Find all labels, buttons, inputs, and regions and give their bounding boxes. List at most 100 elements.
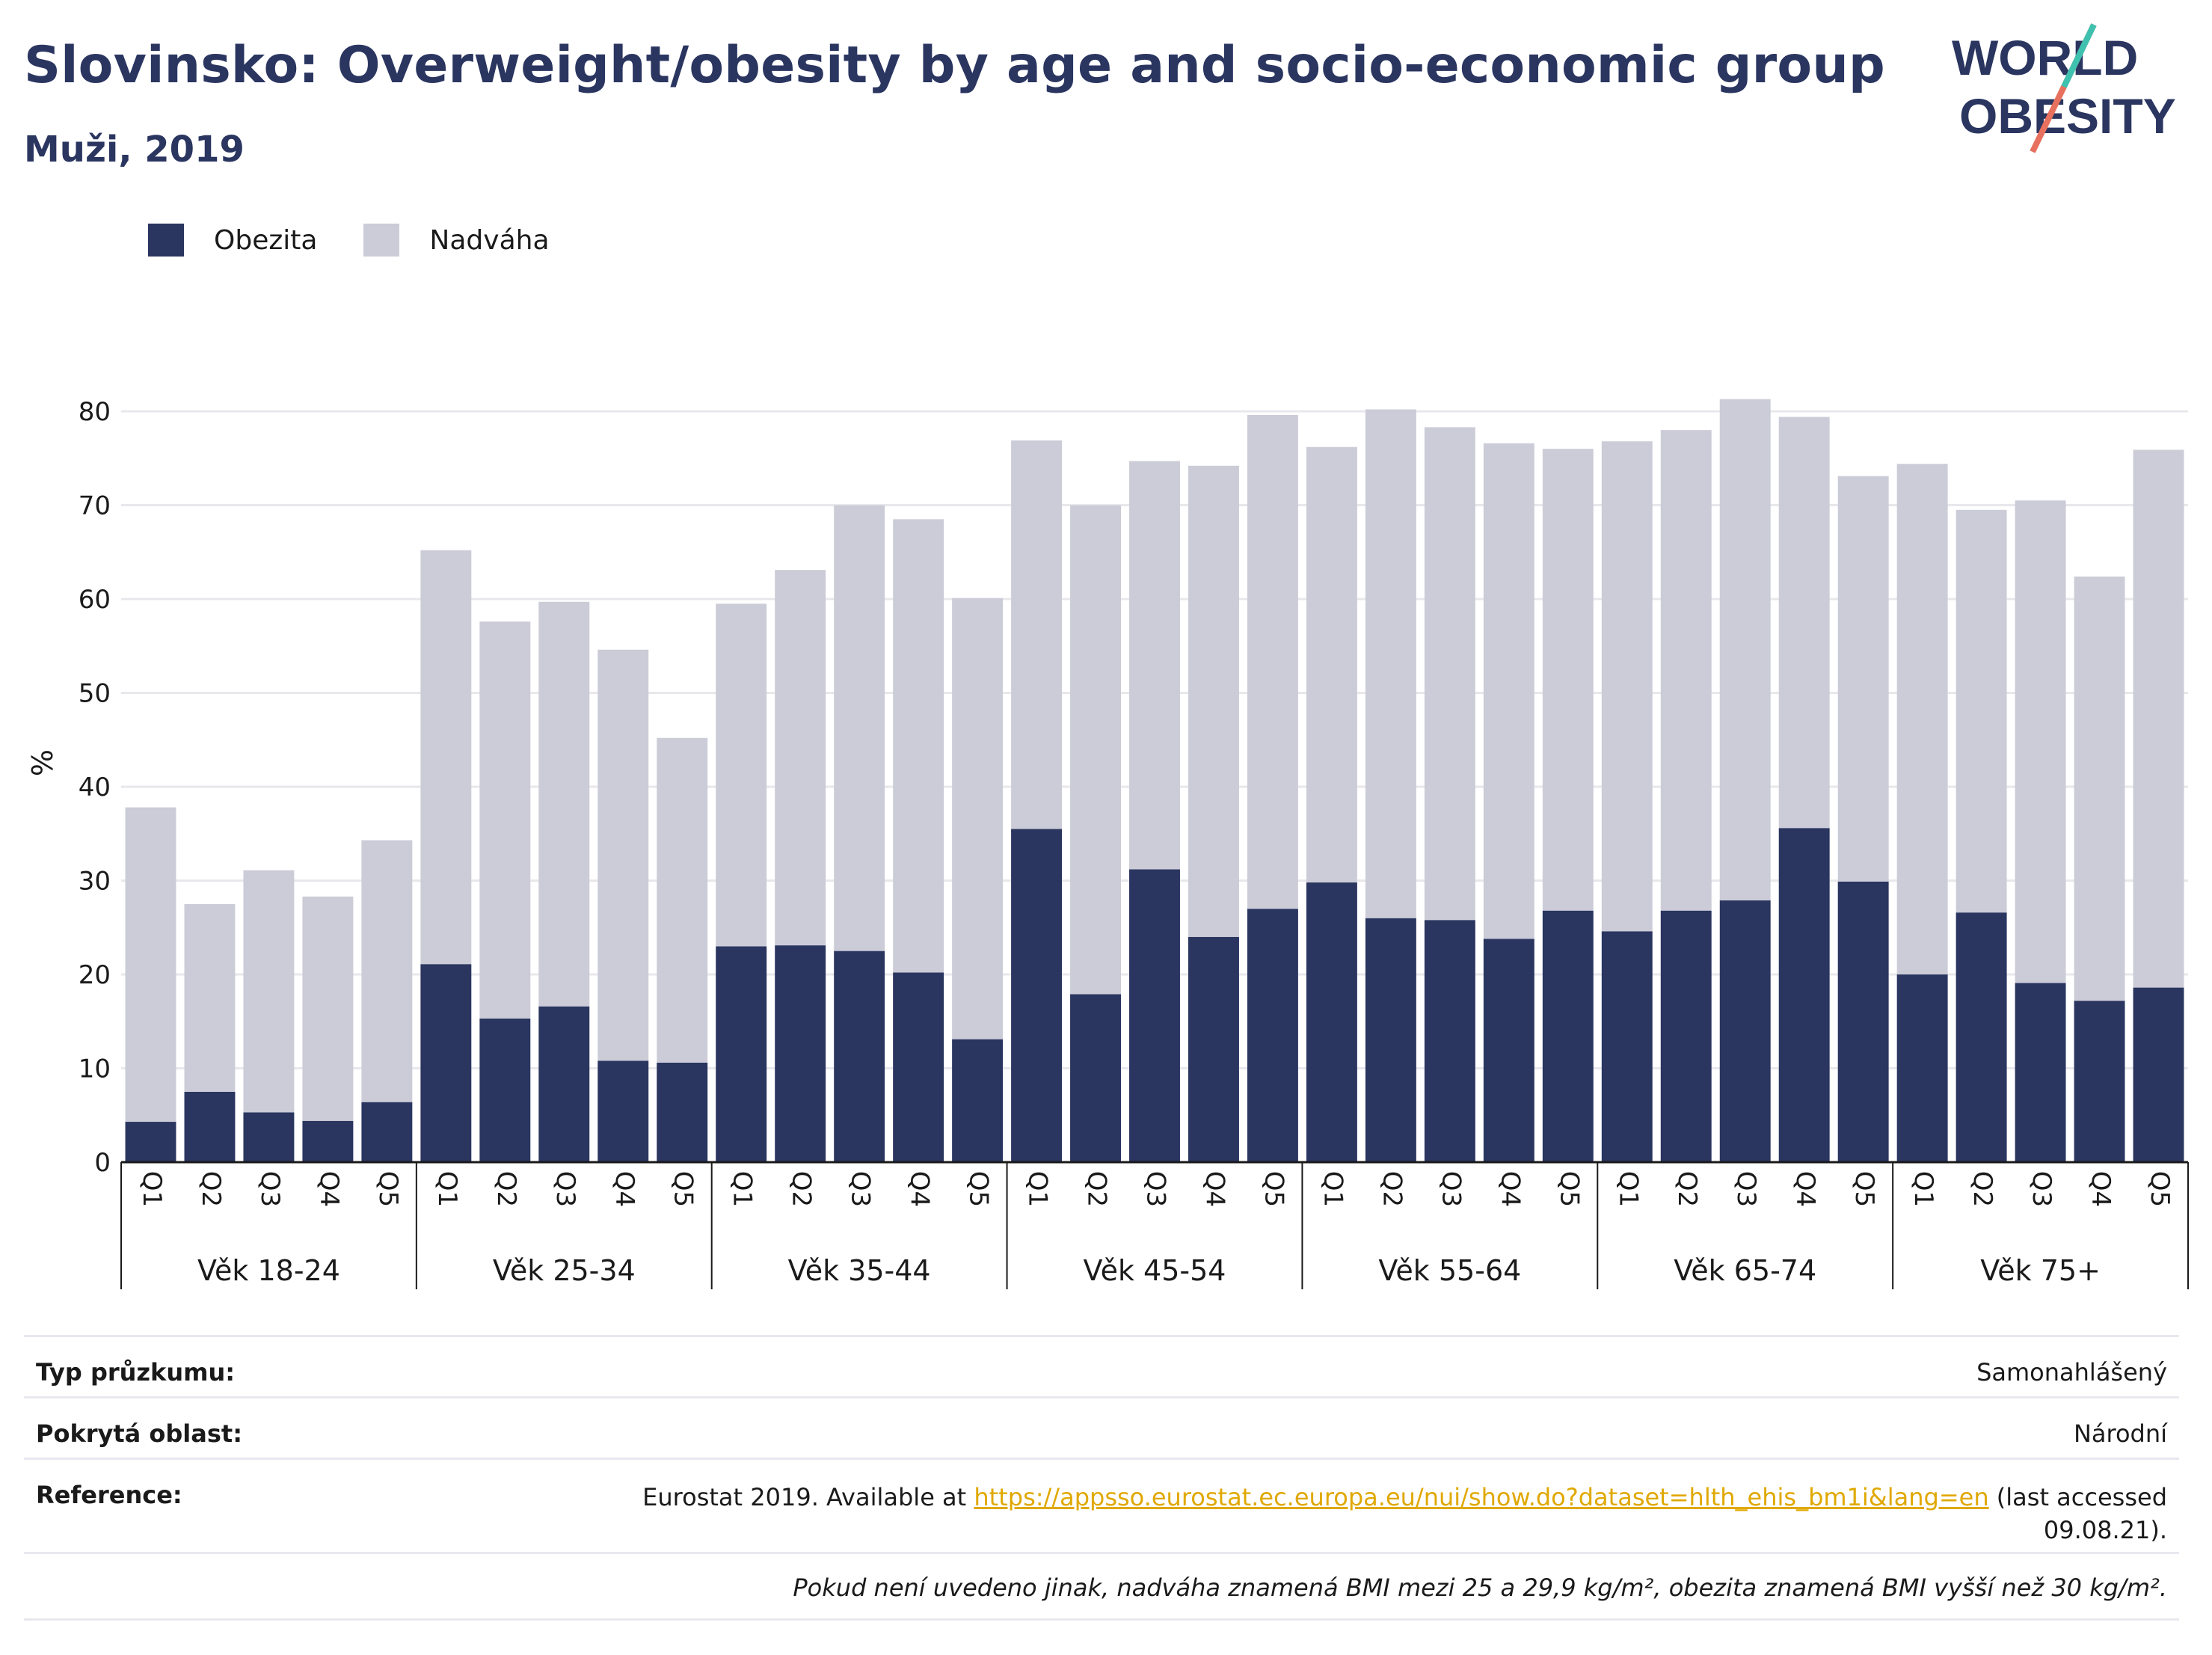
- bar-obezita: [1660, 910, 1712, 1162]
- bar-obezita: [1542, 910, 1594, 1162]
- y-tick-label: 10: [79, 1054, 111, 1084]
- y-tick-label: 50: [79, 679, 111, 709]
- bar-nadvaha: [243, 870, 295, 1113]
- reference-prefix: Eurostat 2019. Available at: [642, 1483, 974, 1511]
- bar-nadvaha: [1306, 446, 1357, 883]
- bar-obezita: [1424, 920, 1475, 1162]
- bar-nadvaha: [1011, 440, 1063, 829]
- bar-nadvaha: [1719, 399, 1771, 900]
- bar-obezita: [1306, 882, 1357, 1162]
- x-tick-label: Q5: [1259, 1171, 1288, 1207]
- logo-slash-teal: [2061, 23, 2097, 88]
- x-tick-label: Q1: [728, 1171, 758, 1207]
- legend-item-obezita: Obezita: [148, 224, 317, 257]
- bar-obezita: [952, 1039, 1004, 1162]
- legend-label-obezita: Obezita: [214, 224, 318, 256]
- stacked-bar-chart: 0 10 20 30 40 50 60 70 80% Q1 Q2 Q3 Q4 Q5 Věk 18-24 Q1 Q…: [26, 397, 2189, 1289]
- x-tick-label: Q1: [1908, 1171, 1938, 1207]
- bar-nadvaha: [1778, 417, 1830, 829]
- info-row-coverage: Pokrytá oblast: Národní: [24, 1396, 2179, 1460]
- bar-obezita: [1956, 912, 2007, 1162]
- logo-line-2: OBESITY: [1959, 88, 2176, 144]
- group-label: Věk 18-24: [197, 1254, 340, 1287]
- bar-nadvaha: [597, 649, 649, 1061]
- bar-obezita: [1483, 939, 1534, 1162]
- info-row-survey-type: Typ průzkumu: Samonahlášený: [24, 1335, 2179, 1398]
- bar-obezita: [302, 1120, 354, 1162]
- x-tick-label: Q1: [137, 1171, 167, 1207]
- reference-link[interactable]: https://appsso.eurostat.ec.europa.eu/nui…: [974, 1483, 1989, 1511]
- bar-obezita: [243, 1112, 295, 1162]
- x-tick-label: Q2: [491, 1171, 521, 1207]
- chart-title: Slovinsko: Overweight/obesity by age and…: [24, 36, 1885, 95]
- x-tick-label: Q2: [1377, 1171, 1407, 1207]
- bar-obezita: [2133, 987, 2184, 1162]
- bar-obezita: [1896, 974, 1948, 1162]
- bar-obezita: [893, 972, 944, 1162]
- y-tick-label: 30: [79, 867, 111, 897]
- x-tick-label: Q5: [373, 1171, 403, 1207]
- bar-obezita: [1719, 900, 1771, 1162]
- x-tick-label: Q4: [1790, 1171, 1820, 1207]
- x-tick-label: Q4: [905, 1171, 935, 1207]
- bar-obezita: [1365, 918, 1416, 1162]
- legend-swatch-nadvaha: [363, 224, 400, 257]
- bar-nadvaha: [1188, 465, 1239, 937]
- x-tick-label: Q2: [787, 1171, 817, 1207]
- bar-nadvaha: [1956, 509, 2007, 913]
- y-tick-label: 80: [79, 397, 111, 427]
- chart-legend: Obezita Nadváha: [148, 221, 596, 259]
- bar-obezita: [775, 945, 826, 1162]
- info-row-note: Pokud není uvedeno jinak, nadváha znamen…: [24, 1552, 2179, 1621]
- bar-nadvaha: [2015, 500, 2066, 983]
- bar-obezita: [597, 1060, 649, 1162]
- bar-nadvaha: [1129, 461, 1180, 870]
- bar-nadvaha: [2074, 576, 2125, 1001]
- y-axis-label: %: [26, 749, 59, 776]
- survey-type-value: Samonahlášený: [1976, 1358, 2167, 1387]
- bar-obezita: [1837, 881, 1889, 1162]
- coverage-value: Národní: [2073, 1419, 2167, 1448]
- x-tick-label: Q1: [432, 1171, 462, 1207]
- group-label: Věk 65-74: [1674, 1254, 1816, 1287]
- bar-nadvaha: [1070, 505, 1121, 995]
- bar-nadvaha: [1483, 443, 1534, 939]
- bar-nadvaha: [361, 840, 413, 1102]
- bar-obezita: [538, 1006, 590, 1162]
- bar-obezita: [2015, 983, 2066, 1162]
- coverage-label: Pokrytá oblast:: [36, 1419, 242, 1448]
- y-tick-label: 0: [94, 1148, 111, 1178]
- bar-obezita: [1778, 828, 1830, 1162]
- bar-obezita: [184, 1091, 236, 1162]
- x-tick-label: Q3: [1141, 1171, 1171, 1207]
- x-tick-label: Q2: [1967, 1171, 1997, 1207]
- bar-obezita: [361, 1102, 413, 1162]
- x-tick-label: Q5: [1554, 1171, 1584, 1207]
- y-tick-label: 60: [79, 585, 111, 615]
- group-label: Věk 35-44: [788, 1254, 931, 1287]
- bar-obezita: [657, 1062, 708, 1162]
- x-tick-label: Q3: [550, 1171, 580, 1207]
- bar-obezita: [716, 946, 767, 1162]
- bar-nadvaha: [1601, 441, 1653, 932]
- bar-nadvaha: [657, 737, 708, 1063]
- x-tick-label: Q2: [1672, 1171, 1702, 1207]
- y-tick-label: 40: [79, 773, 111, 802]
- survey-type-label: Typ průzkumu:: [36, 1358, 236, 1387]
- info-row-reference: Reference: Eurostat 2019. Available at h…: [24, 1458, 2179, 1554]
- bar-nadvaha: [716, 604, 767, 947]
- world-obesity-logo: WORLD OBESITY: [1952, 23, 2176, 153]
- bar-obezita: [1011, 829, 1063, 1162]
- bar-nadvaha: [775, 570, 826, 946]
- bar-nadvaha: [479, 621, 531, 1019]
- x-tick-label: Q4: [1199, 1171, 1229, 1207]
- bar-nadvaha: [2133, 449, 2184, 988]
- bar-nadvaha: [302, 896, 354, 1121]
- bar-nadvaha: [125, 807, 176, 1123]
- x-tick-label: Q4: [314, 1171, 344, 1207]
- reference-label: Reference:: [36, 1481, 182, 1509]
- bar-nadvaha: [1837, 476, 1889, 882]
- x-tick-label: Q5: [669, 1171, 698, 1207]
- logo-line-1: WORLD: [1952, 30, 2138, 85]
- bar-obezita: [420, 964, 472, 1162]
